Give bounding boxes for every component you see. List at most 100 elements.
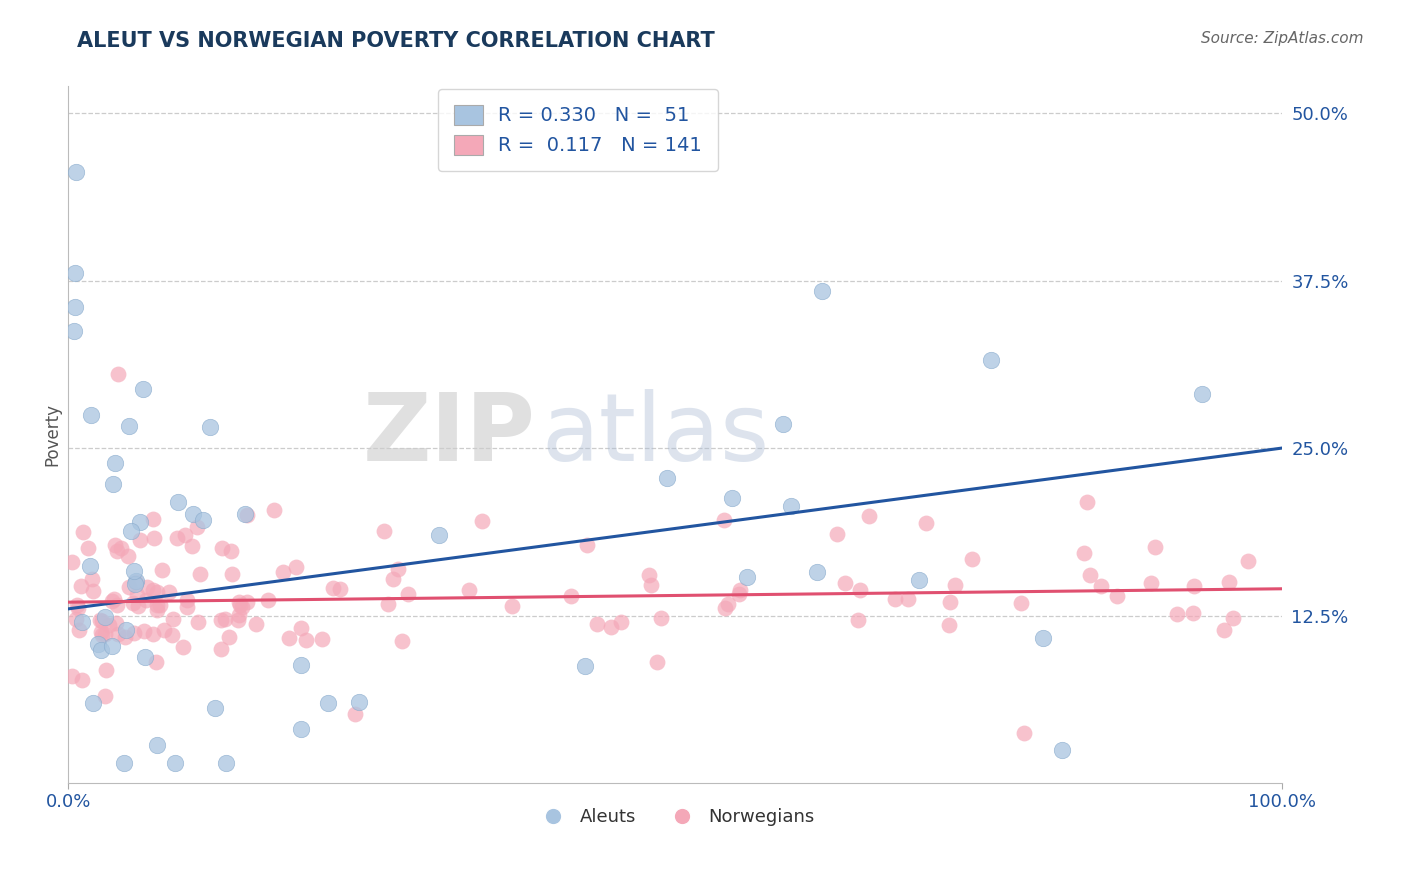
Point (165, 756, 187, 770)
Point (938, 618, 960, 632)
Point (1105, 589, 1128, 603)
Point (772, 417, 794, 431)
Point (101, 639, 124, 653)
Point (100, 593, 122, 607)
Point (209, 613, 232, 627)
Point (806, 565, 828, 579)
Point (105, 544, 128, 558)
Point (186, 520, 208, 534)
Point (105, 598, 128, 612)
Point (166, 531, 188, 545)
Point (1182, 579, 1205, 593)
Point (66, 599, 89, 613)
Point (721, 491, 744, 505)
Point (62, 555, 84, 569)
Point (188, 566, 211, 581)
Point (90, 628, 112, 642)
Point (343, 707, 366, 722)
Point (980, 353, 1002, 368)
Point (574, 659, 596, 673)
Point (93, 690, 115, 704)
Point (128, 533, 150, 548)
Point (215, 756, 238, 770)
Point (127, 599, 149, 613)
Point (1218, 575, 1240, 590)
Point (117, 549, 139, 563)
Point (1143, 540, 1166, 554)
Text: Source: ZipAtlas.com: Source: ZipAtlas.com (1201, 31, 1364, 46)
Point (295, 633, 318, 648)
Point (501, 599, 523, 613)
Point (167, 495, 190, 509)
Point (87, 637, 110, 651)
Point (228, 595, 250, 609)
Legend: Aleuts, Norwegians: Aleuts, Norwegians (527, 801, 823, 833)
Point (560, 589, 582, 603)
Point (322, 581, 344, 595)
Point (470, 514, 492, 528)
Point (117, 580, 139, 594)
Point (311, 632, 333, 646)
Point (1050, 743, 1073, 757)
Point (112, 756, 135, 770)
Point (575, 538, 598, 552)
Point (907, 574, 929, 588)
Point (114, 630, 136, 644)
Point (1090, 579, 1112, 593)
Point (1076, 495, 1098, 509)
Point (728, 583, 751, 598)
Point (97, 618, 120, 632)
Point (134, 650, 156, 665)
Point (103, 591, 125, 606)
Point (290, 621, 312, 635)
Point (214, 612, 236, 626)
Point (125, 574, 148, 589)
Point (245, 616, 267, 631)
Point (231, 599, 253, 614)
Point (780, 499, 803, 513)
Point (79, 558, 101, 573)
Point (135, 593, 157, 607)
Point (142, 582, 165, 597)
Point (1073, 546, 1095, 560)
Point (897, 591, 920, 606)
Point (65, 612, 87, 626)
Point (191, 513, 214, 527)
Point (67, 624, 90, 638)
Point (94, 627, 117, 641)
Point (221, 566, 243, 581)
Point (228, 607, 250, 622)
Point (1032, 631, 1054, 645)
Point (858, 508, 880, 523)
Point (65, 165, 87, 179)
Point (585, 617, 607, 632)
Point (834, 576, 856, 591)
Point (146, 738, 169, 752)
Point (181, 508, 204, 522)
Point (120, 524, 142, 539)
Point (271, 565, 294, 579)
Point (735, 570, 758, 584)
Point (884, 592, 907, 607)
Point (960, 552, 983, 566)
Point (290, 657, 312, 672)
Point (811, 284, 834, 298)
Point (63, 301, 86, 315)
Point (609, 615, 631, 630)
Point (717, 597, 740, 611)
Point (107, 627, 129, 641)
Point (160, 628, 183, 642)
Point (1010, 596, 1032, 610)
Point (146, 585, 169, 599)
Point (204, 701, 226, 715)
Point (236, 595, 259, 609)
Point (103, 477, 125, 491)
Point (347, 695, 370, 709)
Point (373, 524, 395, 539)
Point (118, 419, 141, 434)
Point (1166, 607, 1188, 622)
Point (110, 541, 132, 555)
Point (650, 611, 672, 625)
Text: ALEUT VS NORWEGIAN POVERTY CORRELATION CHART: ALEUT VS NORWEGIAN POVERTY CORRELATION C… (77, 31, 716, 51)
Point (638, 567, 661, 582)
